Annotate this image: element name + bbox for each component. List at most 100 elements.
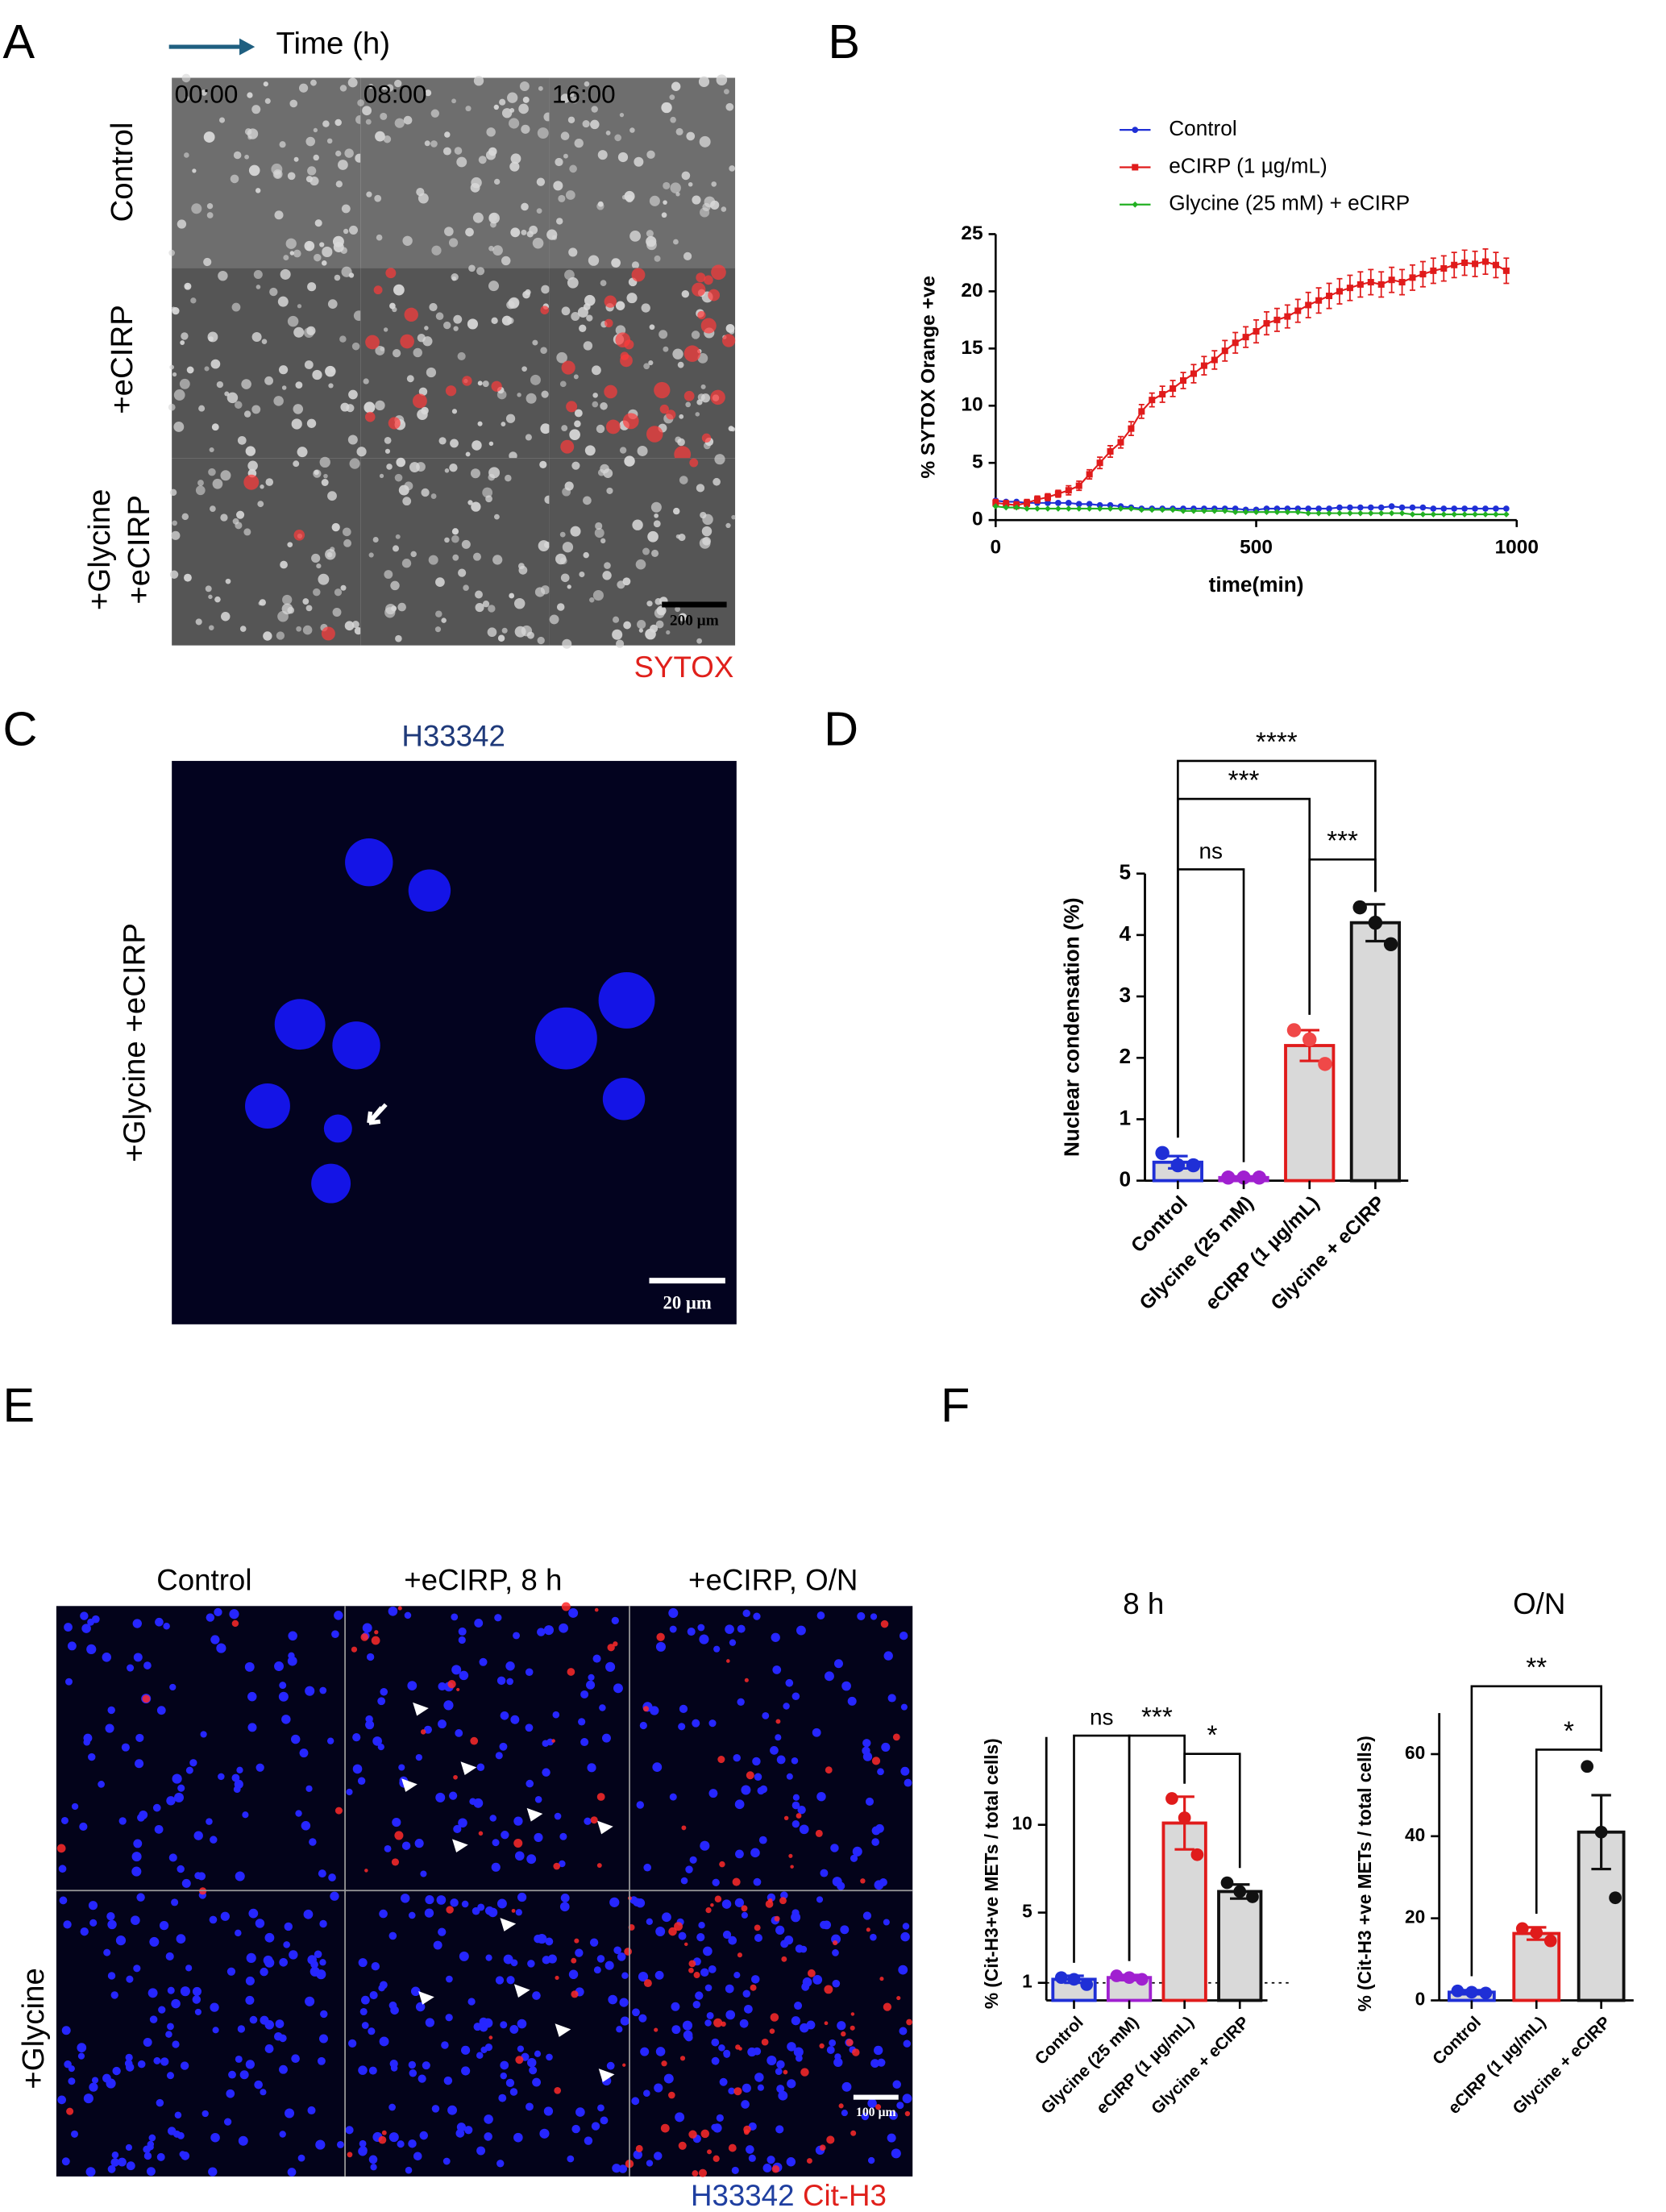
nucleus — [88, 1753, 96, 1761]
marker — [1242, 334, 1249, 341]
timestamp: 08:00 — [364, 81, 427, 109]
nucleus — [496, 1898, 507, 1909]
cell — [590, 119, 600, 130]
cit-h3-spot — [781, 1956, 787, 1962]
nucleus — [193, 1831, 203, 1840]
y-tick-label: 5 — [1022, 1901, 1032, 1922]
cell — [451, 98, 456, 104]
nucleus — [237, 2025, 246, 2033]
cell — [629, 127, 635, 133]
nucleus — [735, 1849, 744, 1859]
nucleus — [552, 1711, 560, 1719]
nucleus — [248, 1908, 259, 1919]
nucleus — [741, 1911, 748, 1919]
cell — [710, 200, 720, 210]
nucleus — [559, 1832, 567, 1840]
nucleus — [861, 2112, 870, 2121]
nucleus — [255, 1919, 265, 1928]
cell — [216, 380, 224, 389]
cell — [319, 242, 325, 247]
cell — [637, 445, 648, 456]
nucleus — [669, 1625, 677, 1633]
cell — [702, 514, 713, 526]
nucleus — [513, 2132, 523, 2143]
data-point — [1543, 1934, 1557, 1948]
cell — [571, 96, 579, 104]
nucleus — [840, 1925, 850, 1935]
cell — [470, 468, 480, 479]
cit-h3-spot — [553, 1862, 561, 1870]
nucleus — [542, 1768, 550, 1777]
marker — [1149, 506, 1156, 514]
cell — [534, 587, 546, 597]
nucleus — [598, 972, 655, 1029]
marker — [1221, 507, 1228, 514]
nucleus — [605, 1661, 616, 1672]
nucleus — [165, 2031, 172, 2038]
y-axis-label: % (Cit-H3 +ve METs / total cells) — [1354, 1736, 1375, 2011]
cell — [561, 425, 568, 432]
nucleus — [862, 1752, 873, 1761]
cell — [184, 152, 189, 158]
cell — [556, 603, 565, 611]
marker — [1263, 509, 1270, 516]
nucleus — [505, 1661, 515, 1671]
cell — [183, 573, 192, 582]
cell — [453, 314, 463, 324]
nucleus — [167, 1986, 175, 1994]
cit-h3-spot — [378, 2135, 387, 2144]
data-point — [1594, 1825, 1608, 1839]
micrograph-tile — [172, 77, 361, 268]
nucleus — [708, 1719, 717, 1728]
cell — [289, 251, 295, 256]
marker — [1503, 505, 1510, 512]
nucleus — [744, 2004, 753, 2014]
data-point — [1067, 1973, 1081, 1986]
cell — [321, 479, 329, 486]
cell — [666, 630, 671, 635]
cell — [559, 531, 566, 538]
cell — [493, 104, 499, 110]
cell — [465, 227, 474, 237]
marker — [1451, 511, 1458, 518]
cell — [297, 447, 308, 458]
cit-h3-spot — [622, 2063, 626, 2067]
nucleus — [380, 1687, 388, 1696]
marker — [1503, 511, 1510, 518]
nucleus — [143, 2152, 152, 2160]
marker — [1336, 504, 1343, 511]
nucleus — [776, 1755, 786, 1765]
nucleus — [398, 1764, 405, 1771]
cit-h3-spot — [815, 1829, 823, 1837]
y-tick-label: 10 — [961, 394, 983, 416]
cell — [612, 629, 623, 640]
marker — [1409, 274, 1416, 281]
cell — [510, 227, 521, 238]
cit-h3-spot — [688, 2130, 697, 2139]
nucleus — [506, 1976, 515, 1985]
nucleus — [209, 1915, 218, 1924]
nucleus — [316, 1969, 326, 1980]
sytox-cell — [604, 385, 617, 399]
cell — [273, 396, 284, 406]
cell — [532, 339, 538, 346]
cit-h3-spot — [866, 1927, 870, 1932]
nucleus — [824, 1671, 834, 1682]
cell — [429, 302, 438, 312]
cit-h3-spot — [693, 1972, 700, 1979]
nucleus — [174, 1792, 185, 1802]
cell — [383, 327, 388, 332]
cell — [721, 206, 727, 212]
cit-h3-spot — [783, 1815, 789, 1820]
cell — [679, 476, 688, 484]
cell — [438, 437, 447, 445]
cell — [263, 631, 272, 641]
cell — [331, 522, 340, 532]
data-point — [1465, 1985, 1478, 1999]
nucleus — [862, 1739, 871, 1748]
nucleus — [513, 1816, 523, 1826]
nucleus — [247, 1691, 257, 1702]
nucleus — [377, 1697, 386, 1706]
nucleus — [410, 1986, 421, 1997]
